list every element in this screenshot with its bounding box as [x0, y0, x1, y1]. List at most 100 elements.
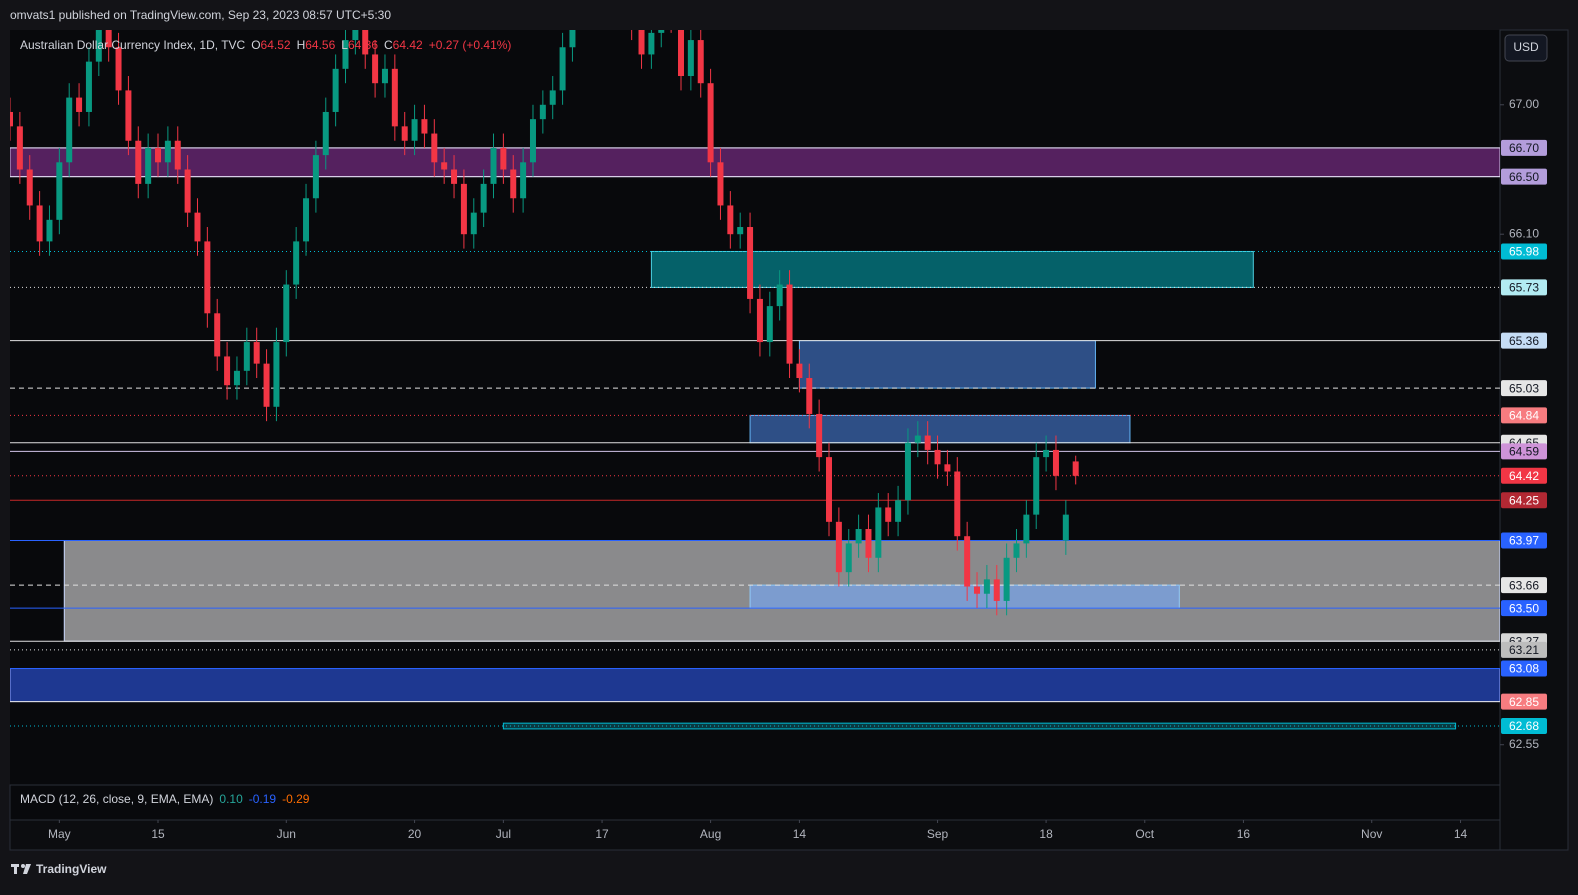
candle-body	[806, 378, 813, 414]
x-tick-label: Jul	[496, 827, 511, 841]
x-tick-label: 16	[1237, 827, 1251, 841]
candle-body	[362, 30, 369, 55]
zone	[749, 584, 1180, 609]
candle-body	[460, 183, 467, 235]
candle-body	[687, 40, 694, 77]
candle-body	[105, 30, 112, 48]
price-tag-label: 65.36	[1509, 334, 1539, 348]
x-tick-label: 15	[151, 827, 165, 841]
price-tag-label: 66.50	[1509, 170, 1539, 184]
candle-body	[707, 83, 714, 163]
price-tag	[1501, 168, 1547, 185]
candle-body	[214, 313, 221, 357]
candle-body	[10, 111, 13, 127]
price-tag-label: 65.73	[1509, 281, 1539, 295]
candle-body	[352, 30, 359, 41]
candle-body	[747, 227, 754, 299]
price-tag-label: 64.42	[1509, 469, 1539, 483]
price-tag-label: 62.85	[1509, 695, 1539, 709]
candle-body	[95, 30, 102, 62]
candle-body	[539, 104, 546, 120]
candle-body	[569, 30, 576, 48]
currency-button[interactable]	[1504, 34, 1548, 62]
price-tag	[1501, 600, 1547, 617]
y-tick-label: 66.10	[1509, 226, 1539, 240]
candle-body	[865, 529, 872, 558]
candle-body	[885, 507, 892, 522]
x-tick-label: Aug	[700, 827, 721, 841]
x-tick-label: 18	[1039, 827, 1053, 841]
candle-body	[135, 140, 142, 184]
candle-body	[993, 579, 1000, 601]
candle-body	[451, 169, 458, 184]
y-tick-label: 62.55	[1509, 737, 1539, 751]
candle-body	[816, 413, 823, 458]
candle-body	[737, 227, 744, 235]
candle-body	[1072, 461, 1079, 476]
x-tick-label: Jun	[277, 827, 296, 841]
candle-body	[76, 97, 83, 112]
macd-signal: -0.19	[249, 792, 277, 806]
macd-legend: MACD (12, 26, close, 9, EMA, EMA) 0.10 -0.…	[20, 792, 310, 806]
candle-body	[174, 140, 181, 170]
candle-body	[273, 342, 280, 407]
zone	[798, 340, 1096, 389]
candle-body	[155, 147, 162, 163]
candle-body	[529, 119, 536, 163]
y-tick-label: 67.00	[1509, 97, 1539, 111]
legend: Australian Dollar Currency Index, 1D, TV…	[20, 38, 511, 52]
currency[interactable]: USD	[1513, 40, 1539, 54]
candle-body	[1033, 457, 1040, 515]
zone	[749, 414, 1131, 444]
price-tag-label: 65.98	[1509, 245, 1539, 259]
zone	[650, 250, 1254, 288]
published-note: omvats1 published on TradingView.com, Se…	[10, 8, 391, 22]
candle-body	[855, 529, 862, 544]
candle-body	[243, 342, 250, 371]
candle-body	[964, 536, 971, 587]
plot	[10, 30, 1500, 730]
l-value: 64.36	[348, 38, 378, 52]
candle-body	[875, 507, 882, 558]
price-tag	[1501, 279, 1547, 296]
x-tick-label: 17	[595, 827, 609, 841]
candle-body	[253, 342, 260, 364]
price-tag-label: 64.59	[1509, 445, 1539, 459]
tv-logo	[11, 864, 31, 874]
candle-body	[549, 90, 556, 105]
price-tag	[1501, 641, 1547, 658]
candle-body	[1003, 557, 1010, 601]
zone	[502, 722, 1457, 730]
candle-body	[401, 126, 408, 141]
candle-body	[303, 198, 310, 242]
price-tag	[1501, 443, 1547, 460]
price-tag-label: 64.25	[1509, 493, 1539, 507]
price-tag	[1501, 139, 1547, 156]
candle-body	[835, 521, 842, 573]
candle-body	[934, 449, 941, 465]
price-tag-label: 63.66	[1509, 578, 1539, 592]
instrument: Australian Dollar Currency Index, 1D, TV…	[20, 38, 246, 52]
candle-body	[954, 471, 961, 537]
candle-body	[914, 435, 921, 443]
candle-body	[312, 155, 319, 199]
price-tag	[1501, 332, 1547, 349]
candle-body	[66, 97, 73, 163]
candle-body	[372, 54, 379, 84]
overlay: 67.00 66.10 62.55 66.70 66.50 65.98 65.73 65.36…	[48, 97, 1547, 841]
price-tag-label: 66.70	[1509, 141, 1539, 155]
c-value: 64.42	[393, 38, 423, 52]
macd-hist: -0.29	[282, 792, 310, 806]
candle-body	[263, 363, 270, 407]
candle-body	[510, 169, 517, 199]
date-axis	[9, 819, 1501, 851]
h-value: 64.56	[305, 38, 335, 52]
h-label: H	[297, 38, 306, 52]
candle-body	[164, 140, 171, 163]
price-tag	[1501, 243, 1547, 260]
candle-body	[293, 241, 300, 285]
price-tag	[1501, 380, 1547, 397]
macd-label: MACD (12, 26, close, 9, EMA, EMA)	[20, 792, 213, 806]
